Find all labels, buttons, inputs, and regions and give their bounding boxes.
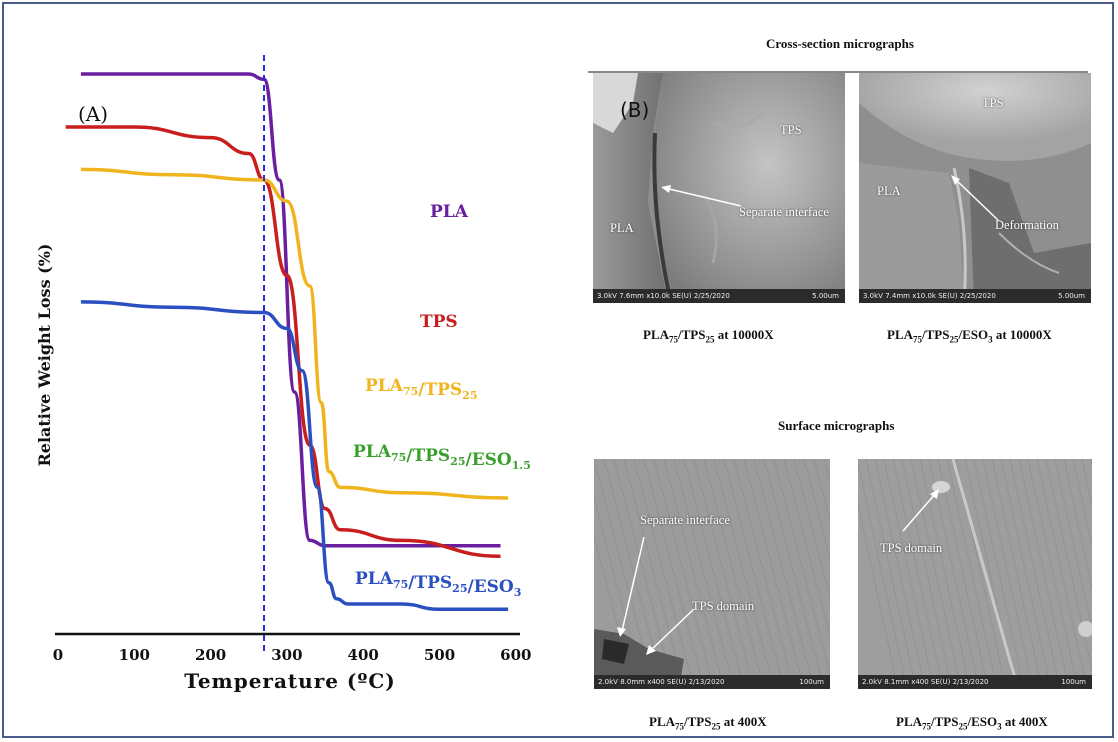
series-label-pla75-tps25-eso1-5: PLA75/TPS25/ESO1.5 [353,442,531,472]
label-tps-domain: TPS domain [880,541,942,556]
label-separate-interface: Separate interface [640,513,730,528]
x-tick-label-600: 600 [500,646,531,664]
series-line-pla [81,74,501,546]
series-label-pla75-tps25: PLA75/TPS25 [365,376,477,402]
micrograph-caption-2: PLA75/TPS25/ESO3 at 10000X [887,327,1052,345]
surface-heading: Surface micrographs [778,418,894,434]
micrograph-surface-2: TPS domain 2.0kV 8.1mm x400 SE(U) 2/13/20… [858,459,1092,689]
series-label-pla: PLA [430,202,469,222]
micrograph-info-bar: 3.0kV 7.6mm x10.0k SE(U) 2/25/2020 [597,292,730,300]
x-tick-label-0: 0 [53,646,63,664]
micrograph-caption-3: PLA75/TPS25 at 400X [649,714,767,732]
micrograph-info-bar: 2.0kV 8.1mm x400 SE(U) 2/13/2020 [862,678,989,686]
x-tick-label-200: 200 [195,646,226,664]
cross-section-heading: Cross-section micrographs [766,36,914,52]
label-tps: TPS [780,123,802,138]
micrograph-caption-4: PLA75/TPS25/ESO3 at 400X [896,714,1048,732]
micrograph-scale-label: 100um [1061,678,1086,686]
series-label-pla75-tps25-eso3: PLA75/TPS25/ESO3 [355,569,521,599]
label-separate-interface: Separate interface [739,205,829,220]
panel-label-b: (B) [620,98,649,122]
series-label-tps: TPS [420,312,458,332]
micrograph-scale-label: 5.00um [1058,292,1085,300]
x-axis-label: Temperature (ºC) [184,669,396,693]
micrograph-cross-section-2: TPS PLA Deformation 3.0kV 7.4mm x10.0k SE(U… [859,73,1091,303]
micrograph-scale-label: 100um [799,678,824,686]
label-tps: TPS [982,96,1004,111]
label-deformation: Deformation [995,218,1059,233]
panel-label-a: (A) [78,102,108,126]
tga-chart: PLA TPS PLA75/TPS25 PLA75/TPS25/ESO1.5 PLA75… [0,0,600,700]
micrograph-info-bar: 3.0kV 7.4mm x10.0k SE(U) 2/25/2020 [863,292,996,300]
label-pla: PLA [610,221,634,236]
x-tick-label-500: 500 [424,646,455,664]
label-pla: PLA [877,184,901,199]
x-tick-label-300: 300 [271,646,302,664]
micrograph-scale-label: 5.00um [812,292,839,300]
y-axis-label: Relative Weight Loss (%) [35,244,54,467]
micrograph-surface-1: Separate interface TPS domain 2.0kV 8.0mm … [594,459,830,689]
x-tick-label-100: 100 [119,646,150,664]
label-tps-domain: TPS domain [692,599,754,614]
x-tick-label-400: 400 [348,646,379,664]
micrograph-caption-1: PLA75/TPS25 at 10000X [643,327,774,345]
micrograph-info-bar: 2.0kV 8.0mm x400 SE(U) 2/13/2020 [598,678,725,686]
